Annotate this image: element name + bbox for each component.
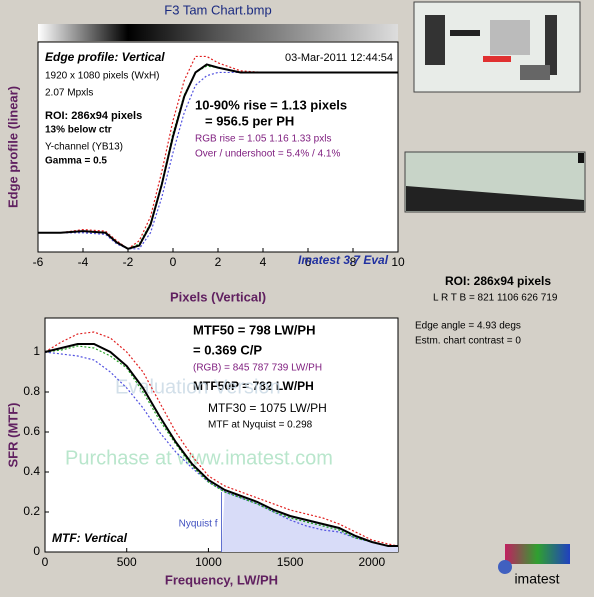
- y-tick-label: 0.4: [23, 464, 40, 478]
- series-line: [44, 331, 399, 547]
- x-tick-label: 0: [170, 255, 177, 269]
- x-tick-label: 4: [260, 255, 267, 269]
- x-tick-label: 0: [42, 555, 49, 569]
- thumbnail: [413, 1, 581, 93]
- x-tick-label: 2: [215, 255, 222, 269]
- x-tick-label: 10: [391, 255, 405, 269]
- window-title: F3 Tam Chart.bmp: [164, 2, 271, 17]
- annotation: Imatest 3.7 Eval: [298, 253, 389, 267]
- y-tick-label: 0.2: [23, 504, 40, 518]
- logo: imatest: [498, 544, 570, 587]
- annotation: 03-Mar-2011 12:44:54: [285, 52, 393, 64]
- series-line: [38, 71, 398, 250]
- x-tick-label: -2: [123, 255, 134, 269]
- x-tick-label: 1000: [195, 555, 222, 569]
- x-tick-label: 6: [305, 255, 312, 269]
- y-axis-label: SFR (MTF): [5, 403, 20, 468]
- annotation: = 956.5 per PH: [205, 113, 294, 128]
- annotation: MTF at Nyquist = 0.298: [208, 420, 313, 431]
- annotation: 13% below ctr: [45, 125, 112, 136]
- nyquist-label: Nyquist f: [179, 519, 218, 530]
- annotation: MTF30 = 1075 LW/PH: [208, 401, 327, 415]
- x-axis-label: Frequency, LW/PH: [165, 572, 278, 587]
- series-line: [38, 63, 398, 250]
- annotation: 1920 x 1080 pixels (WxH): [45, 71, 160, 82]
- gray-strip: [38, 24, 398, 41]
- annotation: MTF50P = 782 LW/PH: [193, 379, 314, 393]
- y-tick-label: 0.8: [23, 384, 40, 398]
- annotation: = 0.369 C/P: [193, 342, 262, 357]
- annotation: Gamma = 0.5: [45, 156, 107, 167]
- y-axis-label: Edge profile (linear): [5, 86, 20, 208]
- annotation: RGB rise = 1.05 1.16 1.33 pxls: [195, 134, 331, 145]
- x-tick-label: -4: [78, 255, 89, 269]
- annotation: (RGB) = 845 787 739 LW/PH: [193, 363, 322, 374]
- annotation: Purchase at www.imatest.com: [65, 447, 333, 469]
- x-axis-label: Pixels (Vertical): [170, 289, 266, 304]
- series-line: [44, 343, 398, 547]
- roi-label: ROI: 286x94 pixels: [445, 274, 551, 288]
- annotation: Y-channel (YB13): [45, 142, 123, 153]
- edge-roi-image: [404, 151, 586, 213]
- series-line: [44, 345, 398, 547]
- annotation: Evaluation Version: [115, 376, 281, 398]
- x-tick-label: -6: [33, 255, 44, 269]
- chart-contrast: Estm. chart contrast = 0: [415, 336, 521, 347]
- y-tick-label: 0: [33, 544, 40, 558]
- annotation: 10-90% rise = 1.13 pixels: [195, 97, 347, 112]
- x-tick-label: 2000: [359, 555, 386, 569]
- logo-text: imatest: [514, 571, 559, 587]
- annotation: Over / undershoot = 5.4% / 4.1%: [195, 149, 340, 160]
- annotation: ROI: 286x94 pixels: [45, 110, 142, 122]
- top-plot-area: [37, 41, 399, 253]
- annotation: 2.07 Mpxls: [45, 88, 93, 99]
- annotation: MTF: Vertical: [52, 531, 128, 545]
- y-tick-label: 0.6: [23, 424, 40, 438]
- x-tick-label: 8: [350, 255, 357, 269]
- x-tick-label: 500: [117, 555, 137, 569]
- y-tick-label: 1: [33, 344, 40, 358]
- annotation: MTF50 = 798 LW/PH: [193, 322, 315, 337]
- x-tick-label: 1500: [277, 555, 304, 569]
- roi-coords: L R T B = 821 1106 626 719: [433, 293, 558, 304]
- annotation: Edge profile: Vertical: [45, 50, 165, 64]
- edge-angle: Edge angle = 4.93 degs: [415, 321, 521, 332]
